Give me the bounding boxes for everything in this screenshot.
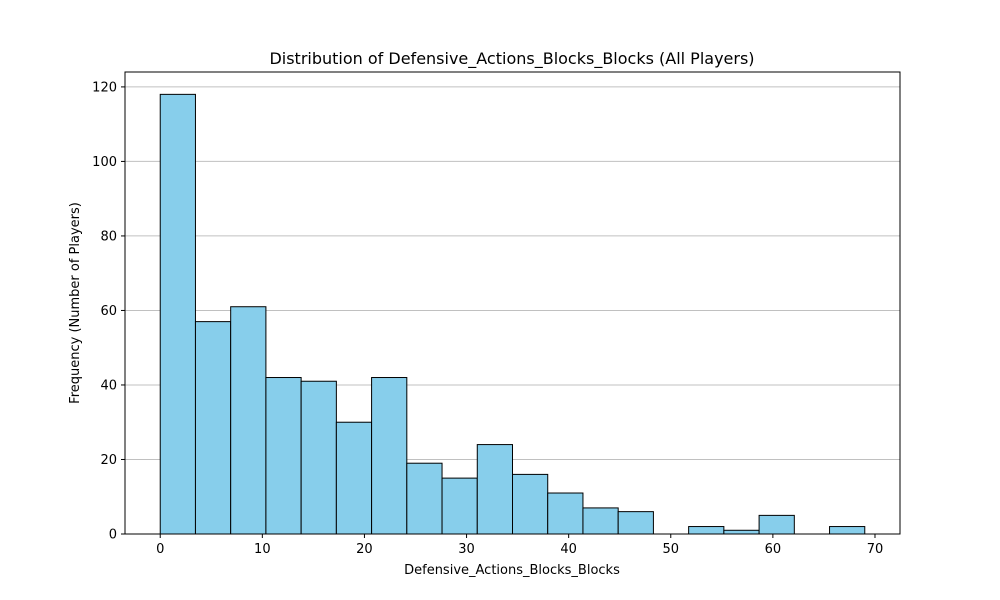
- x-tick-label: 0: [156, 542, 164, 557]
- x-tick-label: 70: [867, 542, 884, 557]
- plot-frame: [124, 71, 901, 535]
- histogram-bar: [406, 462, 443, 535]
- histogram-bar: [194, 321, 232, 535]
- histogram-bar: [512, 473, 549, 535]
- y-tick-label: 40: [100, 378, 117, 393]
- x-axis-label: Defensive_Actions_Blocks_Blocks: [404, 563, 620, 578]
- histogram-bar: [335, 421, 373, 535]
- x-tick-label: 10: [254, 542, 271, 557]
- x-tick-label: 30: [458, 542, 475, 557]
- x-tick-label: 50: [662, 542, 679, 557]
- y-tick-label: 100: [92, 155, 117, 170]
- histogram-bar: [547, 492, 584, 535]
- histogram-bar: [300, 380, 337, 535]
- x-axis-ticks: 0 10 20 30 40 50 60 70: [156, 534, 883, 557]
- histogram-bar: [159, 93, 196, 535]
- histogram-bar: [476, 444, 514, 535]
- x-tick-label: 20: [356, 542, 373, 557]
- histogram-bar: [230, 306, 267, 535]
- histogram-bar: [441, 477, 478, 535]
- histogram-bar: [688, 526, 725, 535]
- chart-title: Distribution of Defensive_Actions_Blocks…: [269, 49, 754, 69]
- bars-group: [159, 93, 866, 535]
- histogram-bar: [265, 377, 302, 535]
- histogram-bar: [758, 514, 795, 535]
- histogram-bar: [371, 377, 408, 535]
- y-tick-label: 120: [92, 80, 117, 95]
- histogram-bar: [617, 511, 654, 535]
- histogram-bar: [723, 529, 760, 535]
- y-axis-label: Frequency (Number of Players): [68, 202, 83, 404]
- y-axis-ticks: 0 20 40 60 80 100 120: [92, 80, 125, 543]
- x-tick-label: 60: [765, 542, 782, 557]
- histogram-bar: [582, 507, 619, 535]
- y-tick-label: 60: [100, 304, 117, 319]
- y-tick-label: 80: [100, 229, 117, 244]
- histogram-bar: [829, 526, 866, 535]
- x-tick-label: 40: [560, 542, 577, 557]
- y-tick-label: 0: [109, 528, 117, 543]
- y-tick-label: 20: [100, 453, 117, 468]
